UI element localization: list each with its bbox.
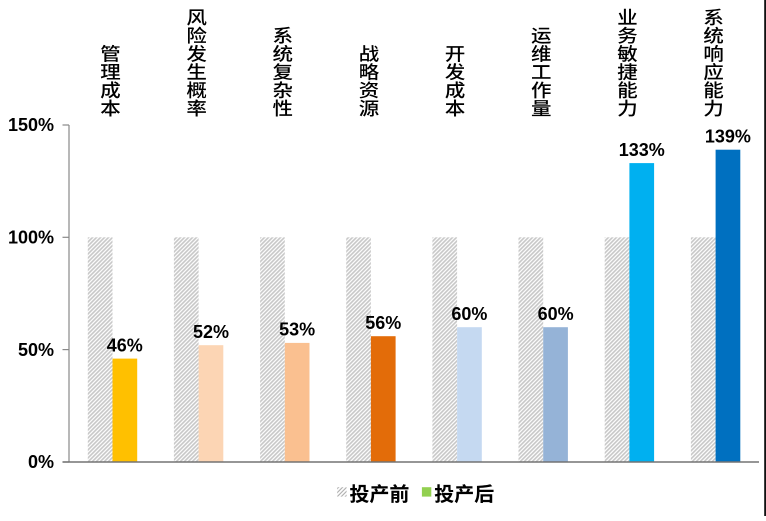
svg-text:139%: 139%: [705, 126, 751, 146]
svg-text:100%: 100%: [8, 228, 54, 248]
svg-text:53%: 53%: [279, 320, 315, 340]
svg-text:60%: 60%: [451, 304, 487, 324]
svg-text:133%: 133%: [619, 140, 665, 160]
svg-text:50%: 50%: [18, 340, 54, 360]
svg-text:60%: 60%: [538, 304, 574, 324]
svg-text:56%: 56%: [365, 313, 401, 333]
svg-text:150%: 150%: [8, 115, 54, 135]
svg-text:52%: 52%: [193, 322, 229, 342]
svg-text:46%: 46%: [107, 335, 143, 355]
svg-text:0%: 0%: [28, 452, 54, 472]
